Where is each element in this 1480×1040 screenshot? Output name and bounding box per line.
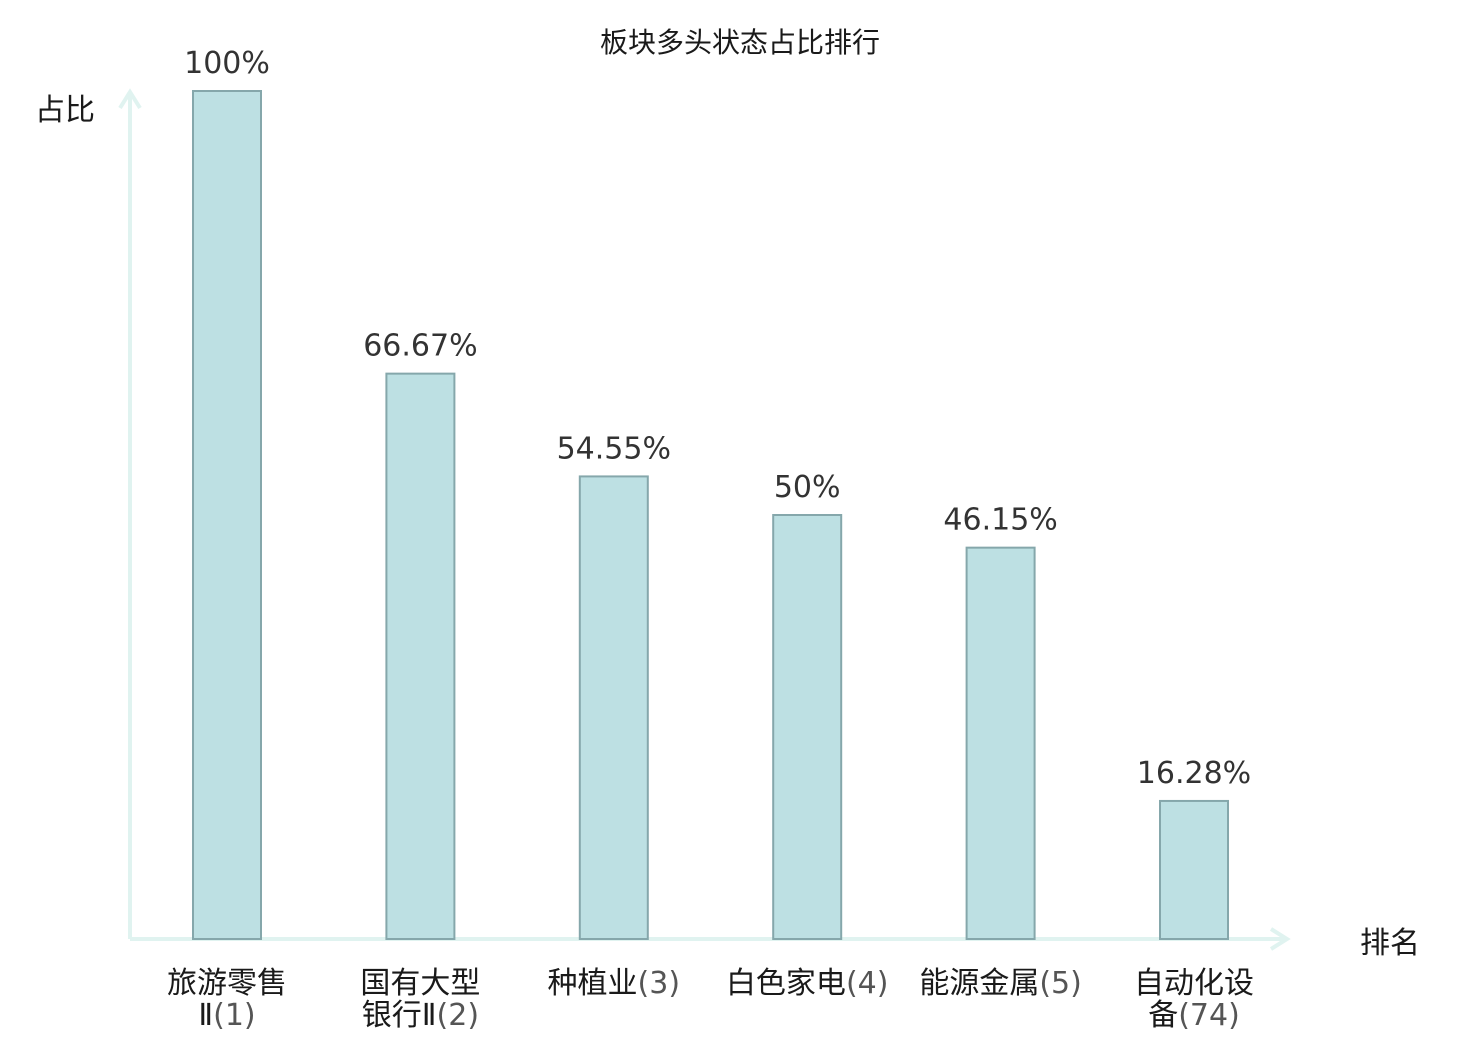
bar [578, 475, 649, 940]
bar [772, 514, 843, 940]
category-label: 自动化设 [1134, 966, 1254, 1001]
data-label: 100% [184, 46, 270, 81]
bar [385, 372, 456, 940]
bars [192, 90, 1229, 941]
bar [192, 90, 262, 940]
x-axis-label: 排名 [1360, 926, 1420, 961]
chart-title: 板块多头状态占比排行 [600, 26, 880, 59]
category-label: 银行Ⅱ(2) [362, 998, 479, 1033]
data-label: 54.55% [557, 431, 671, 466]
x-axis-arrow [1269, 927, 1291, 951]
category-label: 备(74) [1148, 998, 1240, 1033]
category-label: Ⅱ(1) [198, 998, 255, 1033]
category-label: 种植业(3) [548, 966, 681, 1001]
y-axis-label: 占比 [35, 93, 95, 128]
data-label: 50% [774, 470, 841, 505]
category-label: 旅游零售 [167, 966, 287, 1001]
data-label: 66.67% [363, 329, 477, 364]
y-axis-arrow [118, 88, 142, 110]
category-label: 白色家电(4) [726, 966, 889, 1001]
bar [1159, 799, 1229, 941]
value-labels: 100% 66.67% 54.55% 50% 46.15% 16.28% [184, 46, 1251, 791]
bar [965, 546, 1036, 940]
category-label: 国有大型 [360, 966, 480, 1001]
category-label: 能源金属(5) [919, 966, 1082, 1001]
axes [118, 88, 1291, 951]
data-label: 46.15% [943, 503, 1057, 538]
data-label: 16.28% [1137, 756, 1251, 791]
